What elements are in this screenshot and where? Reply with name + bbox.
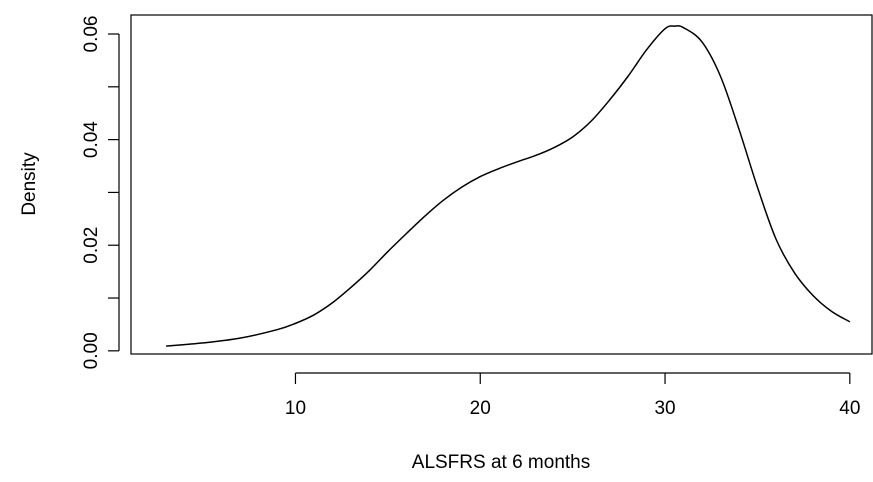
x-tick-label: 30 [654,398,675,419]
y-tick-label: 0.04 [81,121,102,158]
y-tick-label: 0.02 [81,227,102,264]
x-tick-label: 20 [470,398,491,419]
plot-frame [130,14,873,355]
x-axis: 10 20 30 40 [285,372,860,419]
x-tick-label: 10 [285,398,306,419]
x-tick-label: 40 [839,398,860,419]
y-axis-title: Density [19,152,40,216]
y-axis: 0.00 0.02 0.04 0.06 [81,16,120,369]
y-tick-label: 0.00 [81,332,102,369]
x-axis-title: ALSFRS at 6 months [412,452,590,473]
y-tick-label: 0.06 [81,16,102,53]
density-curve [166,25,851,347]
